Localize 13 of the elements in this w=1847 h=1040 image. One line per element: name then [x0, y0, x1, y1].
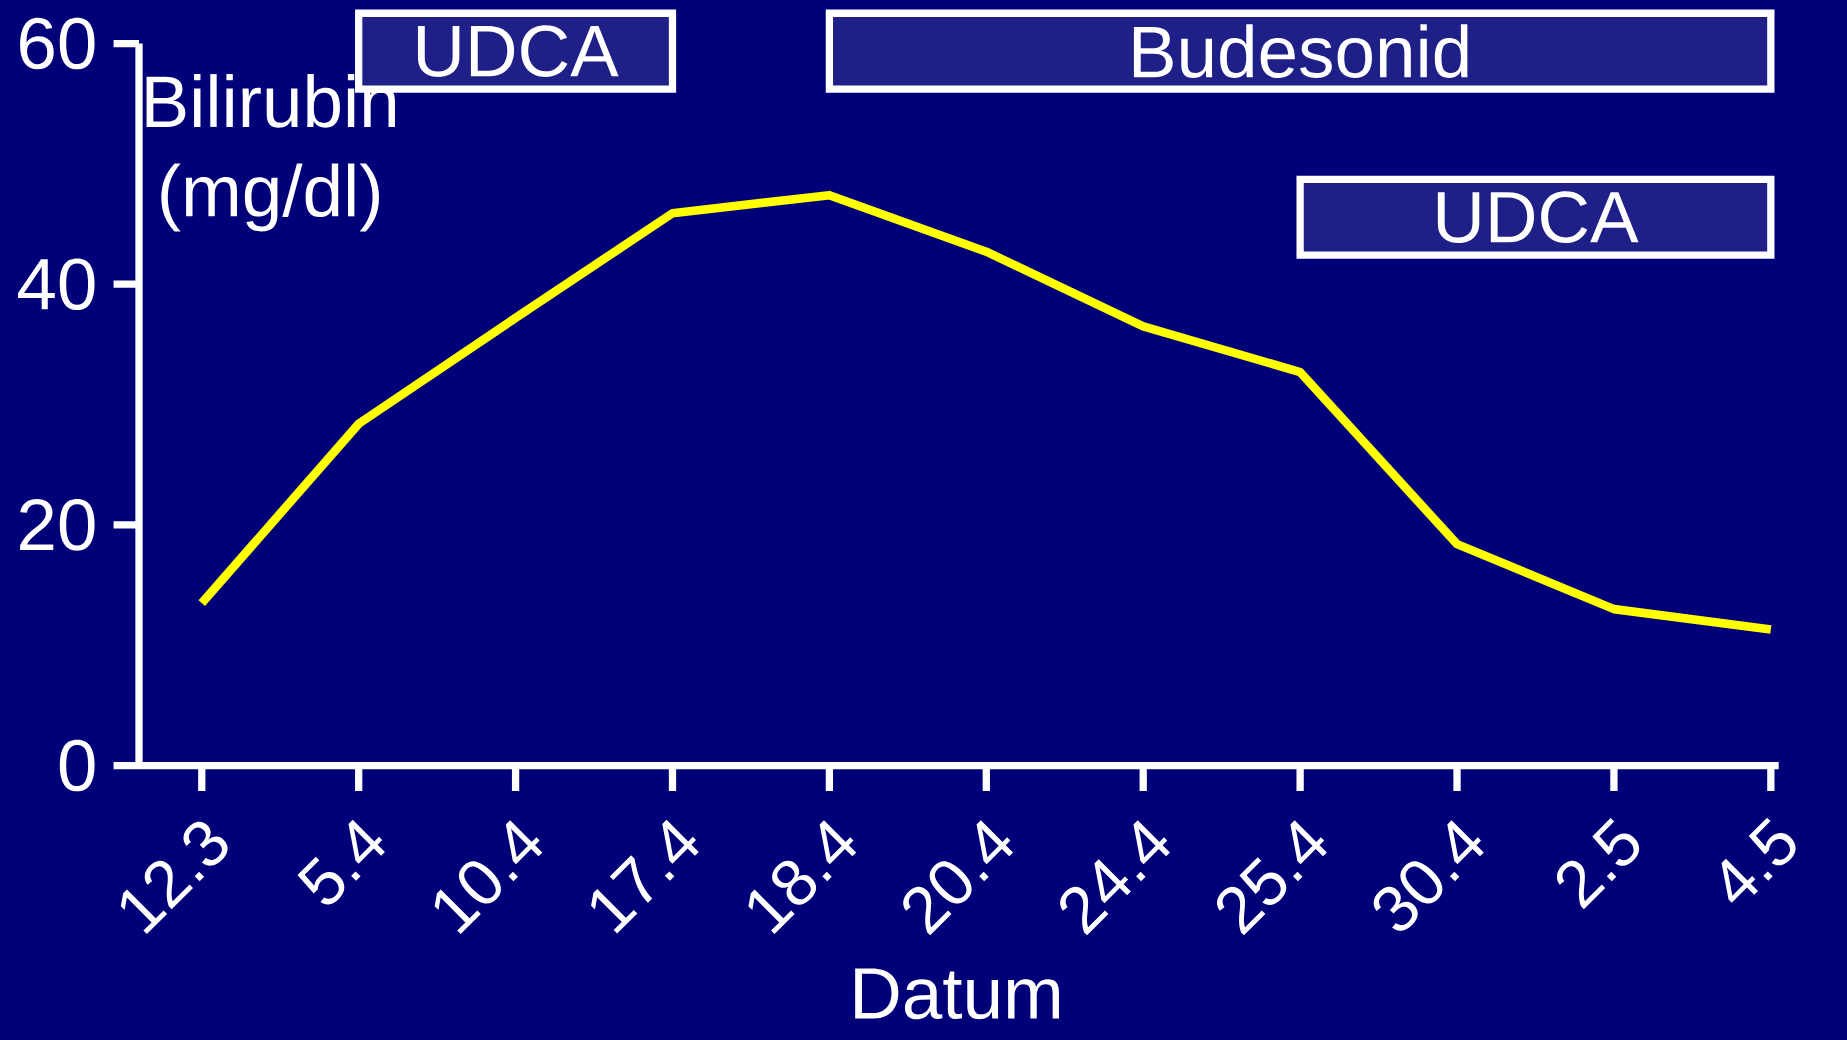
y-tick-label: 60	[20, 17, 95, 70]
y-tick-label: 20	[20, 499, 95, 551]
band-label: Budesonid	[1133, 24, 1468, 78]
band-label: UDCA	[417, 25, 619, 77]
x-tick-label: 2.5	[1556, 818, 1640, 910]
x-tick-label: 5.4	[297, 819, 385, 905]
y-tick-label: 0	[59, 739, 95, 792]
y-axis-title: Bilirubin (mg/dl)	[146, 74, 395, 232]
y-tick-label: 40	[18, 258, 95, 310]
x-tick-label: 30.4	[1373, 820, 1484, 931]
x-axis-title: Datum	[855, 968, 1059, 1020]
x-tick-label: 4.5	[1721, 817, 1796, 903]
band-label: UDCA	[1437, 191, 1639, 243]
